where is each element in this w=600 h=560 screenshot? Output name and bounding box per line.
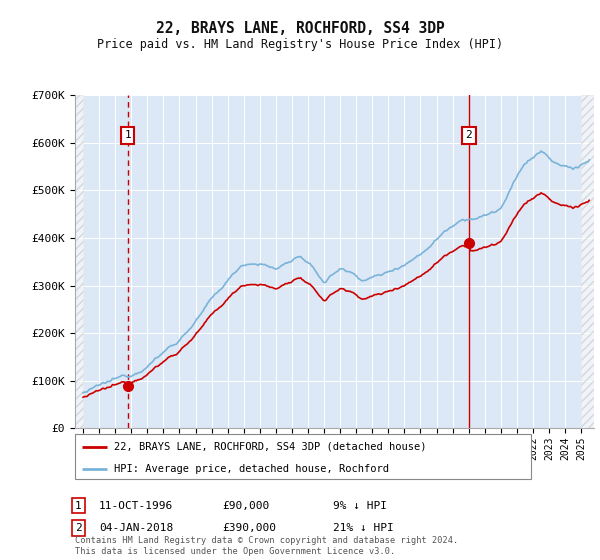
Text: 11-OCT-1996: 11-OCT-1996 <box>99 501 173 511</box>
Text: Price paid vs. HM Land Registry's House Price Index (HPI): Price paid vs. HM Land Registry's House … <box>97 38 503 51</box>
Text: 2: 2 <box>466 130 472 140</box>
Text: 2: 2 <box>75 523 82 533</box>
Text: 9% ↓ HPI: 9% ↓ HPI <box>333 501 387 511</box>
Text: Contains HM Land Registry data © Crown copyright and database right 2024.
This d: Contains HM Land Registry data © Crown c… <box>75 536 458 556</box>
Text: 22, BRAYS LANE, ROCHFORD, SS4 3DP: 22, BRAYS LANE, ROCHFORD, SS4 3DP <box>155 21 445 36</box>
Text: £390,000: £390,000 <box>222 523 276 533</box>
Text: 22, BRAYS LANE, ROCHFORD, SS4 3DP (detached house): 22, BRAYS LANE, ROCHFORD, SS4 3DP (detac… <box>114 441 426 451</box>
Text: 1: 1 <box>75 501 82 511</box>
Text: £90,000: £90,000 <box>222 501 269 511</box>
Text: HPI: Average price, detached house, Rochford: HPI: Average price, detached house, Roch… <box>114 464 389 474</box>
Text: 1: 1 <box>124 130 131 140</box>
Text: 04-JAN-2018: 04-JAN-2018 <box>99 523 173 533</box>
FancyBboxPatch shape <box>75 434 531 479</box>
Text: 21% ↓ HPI: 21% ↓ HPI <box>333 523 394 533</box>
